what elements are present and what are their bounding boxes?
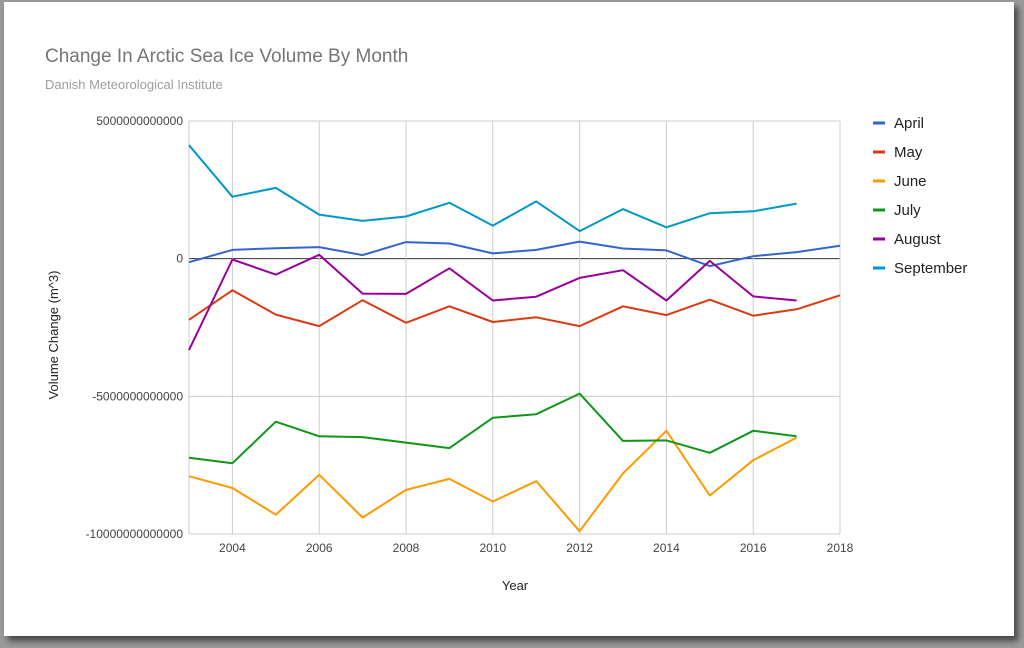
legend-label: August — [894, 231, 942, 248]
y-tick-label: 5000000000000 — [96, 114, 183, 128]
chart-card: Change In Arctic Sea Ice Volume By Month… — [4, 2, 1014, 636]
legend-item-july[interactable]: July — [873, 202, 921, 219]
x-axis-label: Year — [502, 578, 529, 593]
x-tick-label: 2008 — [393, 541, 420, 555]
series-line-april[interactable] — [188, 240, 841, 268]
x-tick-label: 2010 — [479, 541, 506, 555]
legend-label: April — [894, 115, 924, 132]
grid — [188, 120, 841, 535]
x-tick-label: 2006 — [306, 541, 333, 555]
series-line-may[interactable] — [188, 289, 841, 328]
y-tick-label: -5000000000000 — [92, 389, 183, 403]
legend-label: September — [894, 260, 967, 277]
legend-item-june[interactable]: June — [873, 173, 927, 190]
legend[interactable]: April May June July August September — [873, 115, 967, 277]
series-line-june[interactable] — [188, 429, 798, 533]
x-tick-label: 2004 — [219, 541, 246, 555]
series-line-september[interactable] — [188, 144, 797, 233]
chart-title: Change In Arctic Sea Ice Volume By Month — [45, 46, 409, 67]
legend-item-september[interactable]: September — [873, 260, 967, 277]
y-axis-label: Volume Change (m^3) — [46, 271, 61, 400]
legend-item-april[interactable]: April — [873, 115, 924, 132]
x-tick-label: 2018 — [827, 541, 854, 555]
series-line-august[interactable] — [188, 253, 797, 351]
series-lines — [188, 144, 841, 533]
legend-item-may[interactable]: May — [873, 144, 923, 161]
y-tick-label: -10000000000000 — [86, 527, 184, 541]
series-line-july[interactable] — [188, 392, 797, 465]
legend-label: July — [894, 202, 921, 219]
legend-label: May — [894, 144, 923, 161]
chart-subtitle: Danish Meteorological Institute — [45, 77, 223, 92]
legend-item-august[interactable]: August — [873, 231, 942, 248]
y-tick-label: 0 — [176, 252, 183, 266]
legend-label: June — [894, 173, 927, 190]
x-tick-label: 2012 — [566, 541, 593, 555]
x-tick-label: 2016 — [740, 541, 767, 555]
axis-ticks: 5000000000000 0 -5000000000000 -10000000000… — [86, 114, 854, 555]
x-tick-label: 2014 — [653, 541, 680, 555]
